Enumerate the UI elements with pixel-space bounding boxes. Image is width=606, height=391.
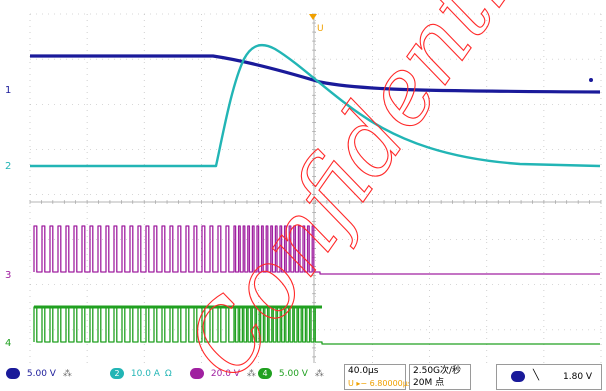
- status-bar: 5.00 V ⁂ 2 10.0 A Ω 20.0 V ⁂ 4 5.00 V ⁂ …: [0, 363, 606, 391]
- ch4-scale: 5.00 V: [278, 369, 308, 379]
- svg-text:2: 2: [5, 161, 11, 172]
- trigger-level: 1.80 V: [563, 372, 593, 382]
- svg-text:1: 1: [5, 85, 11, 96]
- trigger-source-pill: [511, 371, 525, 382]
- svg-text:3: 3: [5, 270, 11, 281]
- timebase-offset: U ▸− 6.80000µs: [348, 379, 412, 388]
- ch4-scale-badge[interactable]: 4 5.00 V ⁂: [258, 367, 324, 381]
- ch3-scale-badge[interactable]: 20.0 V ⁂: [190, 367, 256, 381]
- ch2-unit: Ω: [164, 369, 172, 379]
- graticule: [29, 13, 602, 376]
- ch4-marker[interactable]: 4: [5, 338, 11, 349]
- ch2-waveform: [30, 43, 601, 168]
- svg-text:U: U: [317, 24, 324, 34]
- timebase-box[interactable]: 40.0µs U ▸− 6.80000µs: [344, 364, 412, 390]
- svg-text:4: 4: [5, 338, 11, 349]
- ch1-scale: 5.00 V: [26, 369, 56, 379]
- waveform-traces: [30, 43, 601, 345]
- ch3-pill: [190, 368, 204, 379]
- ch4-waveform: [33, 306, 600, 345]
- ch4-pill: 4: [258, 368, 272, 379]
- trigger-level-marker[interactable]: [589, 78, 593, 82]
- sample-rate: 2.50G次/秒: [413, 366, 462, 376]
- ch1-waveform: [30, 54, 601, 94]
- ch3-marker[interactable]: 3: [5, 270, 11, 281]
- ch2-scale-badge[interactable]: 2 10.0 A Ω: [110, 367, 172, 381]
- trigger-box[interactable]: ╲ 1.80 V: [496, 364, 602, 390]
- ramp-icon: ⁂: [314, 369, 324, 379]
- ramp-icon: ⁂: [246, 369, 256, 379]
- ch1-scale-badge[interactable]: 5.00 V ⁂: [6, 367, 72, 381]
- record-length: 20M 点: [413, 378, 445, 388]
- ch2-pill: 2: [110, 368, 124, 379]
- ch3-scale: 20.0 V: [210, 369, 240, 379]
- timebase-scale: 40.0µs: [348, 366, 379, 376]
- ch3-waveform: [33, 225, 600, 275]
- ch2-scale: 10.0 A: [130, 369, 160, 379]
- ramp-icon: ⁂: [62, 369, 72, 379]
- ch1-marker[interactable]: 1: [5, 85, 11, 96]
- acquisition-box[interactable]: 2.50G次/秒 20M 点: [409, 364, 471, 390]
- ch2-marker[interactable]: 2: [5, 161, 11, 172]
- ch1-pill: [6, 368, 20, 379]
- trigger-position-marker[interactable]: U: [309, 14, 324, 34]
- falling-edge-icon: ╲: [533, 370, 540, 381]
